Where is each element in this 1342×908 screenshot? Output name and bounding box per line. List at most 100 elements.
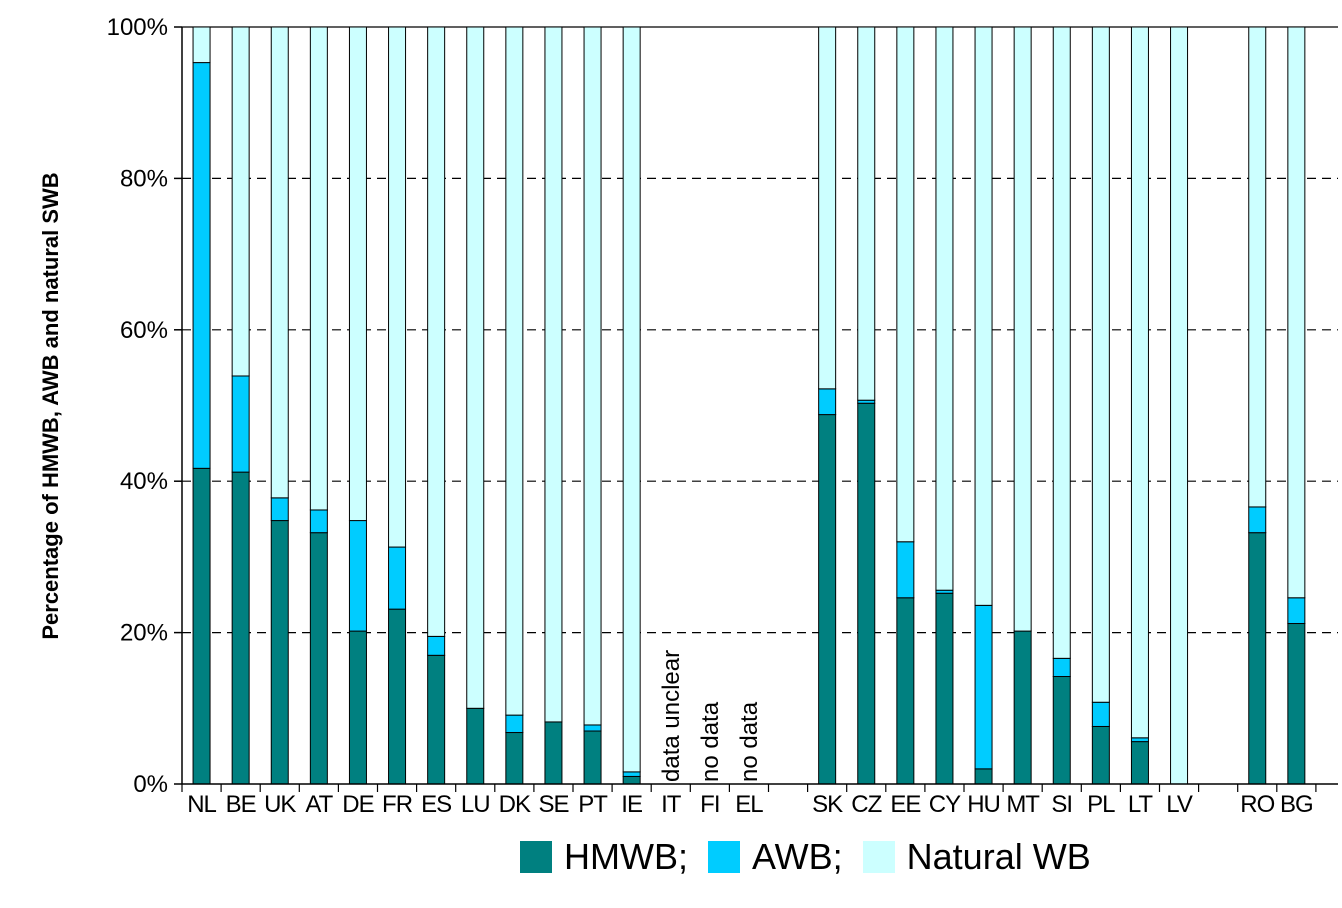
x-tick-label: AT xyxy=(305,791,333,818)
bar-segment-natural-wb-fr xyxy=(388,26,407,548)
bar-segment-hmwb-de xyxy=(348,630,367,785)
bar-segment-natural-wb-ro xyxy=(1248,26,1267,508)
bar-segment-natural-wb-at xyxy=(309,26,328,511)
legend-item-natural: Natural WB xyxy=(862,836,1091,878)
y-tick-label: 100% xyxy=(107,14,168,41)
x-tick-label: SI xyxy=(1051,791,1072,818)
x-tick-label: IT xyxy=(661,791,682,818)
legend-swatch-natural xyxy=(862,841,895,873)
bar-segment-natural-wb-uk xyxy=(270,26,289,499)
x-tick-label: RO xyxy=(1240,791,1274,818)
x-tick-label: LT xyxy=(1128,791,1154,818)
x-tick-label: LV xyxy=(1166,791,1193,818)
bar-segment-hmwb-be xyxy=(231,471,250,785)
bar-segment-awb-es xyxy=(427,635,446,656)
y-tick-label: 80% xyxy=(120,165,168,192)
bar-segment-natural-wb-nl xyxy=(192,26,211,64)
bar-segment-awb-si xyxy=(1052,657,1071,678)
annotation-fi: no data xyxy=(697,701,724,782)
x-tick-label: SK xyxy=(812,791,843,818)
bar-segment-hmwb-bg xyxy=(1287,623,1306,785)
x-tick-label: DE xyxy=(342,791,373,818)
x-tick-label: CY xyxy=(929,791,961,818)
bar-segment-hmwb-hu xyxy=(974,768,993,785)
bar-segment-awb-be xyxy=(231,375,250,473)
legend-item-hmwb: HMWB; xyxy=(520,836,688,878)
stacked-bar-chart: 0% 20% 40% 60% 80% 100% NL BE UK AT DE FR ES LU DK SE PT… xyxy=(38,14,1338,818)
bar-segment-natural-wb-si xyxy=(1052,26,1071,659)
bar-segment-natural-wb-de xyxy=(348,26,367,522)
x-tick-label: BG xyxy=(1280,791,1313,818)
bar-segment-natural-wb-lt xyxy=(1130,26,1149,739)
bar-segment-natural-wb-pt xyxy=(583,26,602,726)
bar-segment-hmwb-si xyxy=(1052,676,1071,785)
x-tick-label: FR xyxy=(382,791,413,818)
bar-segment-awb-sk xyxy=(818,388,837,416)
legend-label-natural: Natural WB xyxy=(906,836,1091,877)
x-tick-label: IE xyxy=(621,791,642,818)
bar-segment-hmwb-fr xyxy=(388,608,407,785)
bar-segment-natural-wb-bg xyxy=(1287,26,1306,599)
x-tick-label: PT xyxy=(578,791,608,818)
bar-segment-natural-wb-lu xyxy=(466,26,485,709)
bars xyxy=(192,26,1306,785)
bar-segment-awb-dk xyxy=(505,714,524,734)
legend: HMWB; AWB; Natural WB xyxy=(520,836,1111,878)
x-tick-label: BE xyxy=(226,791,256,818)
bar-segment-awb-de xyxy=(348,520,367,632)
x-tick-label: EE xyxy=(890,791,920,818)
bar-segment-natural-wb-cy xyxy=(935,26,954,591)
bar-segment-hmwb-ro xyxy=(1248,532,1267,785)
bar-segment-hmwb-lt xyxy=(1130,741,1149,785)
bar-segment-natural-wb-sk xyxy=(818,26,837,390)
bar-segment-hmwb-es xyxy=(427,654,446,785)
bar-segment-hmwb-cy xyxy=(935,592,954,785)
bar-segment-awb-ro xyxy=(1248,506,1267,534)
bar-segment-hmwb-lu xyxy=(466,707,485,785)
bar-segment-hmwb-ie xyxy=(622,775,641,785)
bar-segment-hmwb-dk xyxy=(505,732,524,785)
bar-segment-awb-ie xyxy=(622,771,641,777)
labels: 0% 20% 40% 60% 80% 100% NL BE UK AT DE FR ES LU DK SE PT… xyxy=(107,14,1314,818)
bar-segment-natural-wb-be xyxy=(231,26,250,377)
bar-segment-hmwb-se xyxy=(544,721,563,785)
y-tick-label: 20% xyxy=(120,620,168,647)
bar-segment-hmwb-nl xyxy=(192,467,211,785)
bar-segment-hmwb-cz xyxy=(857,402,876,785)
y-tick-label: 40% xyxy=(120,468,168,495)
x-tick-label: FI xyxy=(700,791,719,818)
bar-segment-natural-wb-ie xyxy=(622,26,641,773)
bar-segment-hmwb-mt xyxy=(1013,630,1032,785)
x-tick-label: DK xyxy=(499,791,531,818)
legend-label-awb: AWB; xyxy=(751,836,843,877)
bar-segment-hmwb-ee xyxy=(896,597,915,785)
bar-segment-natural-wb-lv xyxy=(1170,26,1189,785)
bar-segment-awb-ee xyxy=(896,541,915,599)
bar-segment-awb-at xyxy=(309,509,328,534)
bar-segment-hmwb-pl xyxy=(1091,725,1110,785)
bar-segment-natural-wb-dk xyxy=(505,26,524,716)
bar-segment-awb-pl xyxy=(1091,701,1110,727)
x-tick-label: SE xyxy=(538,791,568,818)
x-tick-label: ES xyxy=(421,791,451,818)
x-tick-label: CZ xyxy=(851,791,881,818)
y-tick-label: 0% xyxy=(133,771,168,798)
bar-segment-awb-bg xyxy=(1287,597,1306,625)
legend-swatch-awb xyxy=(707,841,740,873)
y-axis-title: Percentage of HMWB, AWB and natural SWB xyxy=(38,172,63,639)
annotation-el: no data xyxy=(736,701,763,782)
bar-segment-natural-wb-mt xyxy=(1013,26,1032,632)
bar-segment-hmwb-at xyxy=(309,532,328,785)
legend-swatch-hmwb xyxy=(520,841,552,873)
x-tick-label: PL xyxy=(1087,791,1115,818)
bar-segment-natural-wb-es xyxy=(427,26,446,637)
bar-segment-hmwb-sk xyxy=(818,414,837,785)
bar-segment-awb-lt xyxy=(1130,737,1149,743)
x-tick-label: HU xyxy=(967,791,1000,818)
axes xyxy=(174,26,1338,792)
legend-item-awb: AWB; xyxy=(707,836,843,878)
y-tick-label: 60% xyxy=(120,317,168,344)
x-tick-label: NL xyxy=(187,791,216,818)
bar-segment-hmwb-pt xyxy=(583,730,602,785)
bar-segment-natural-wb-pl xyxy=(1091,26,1110,703)
